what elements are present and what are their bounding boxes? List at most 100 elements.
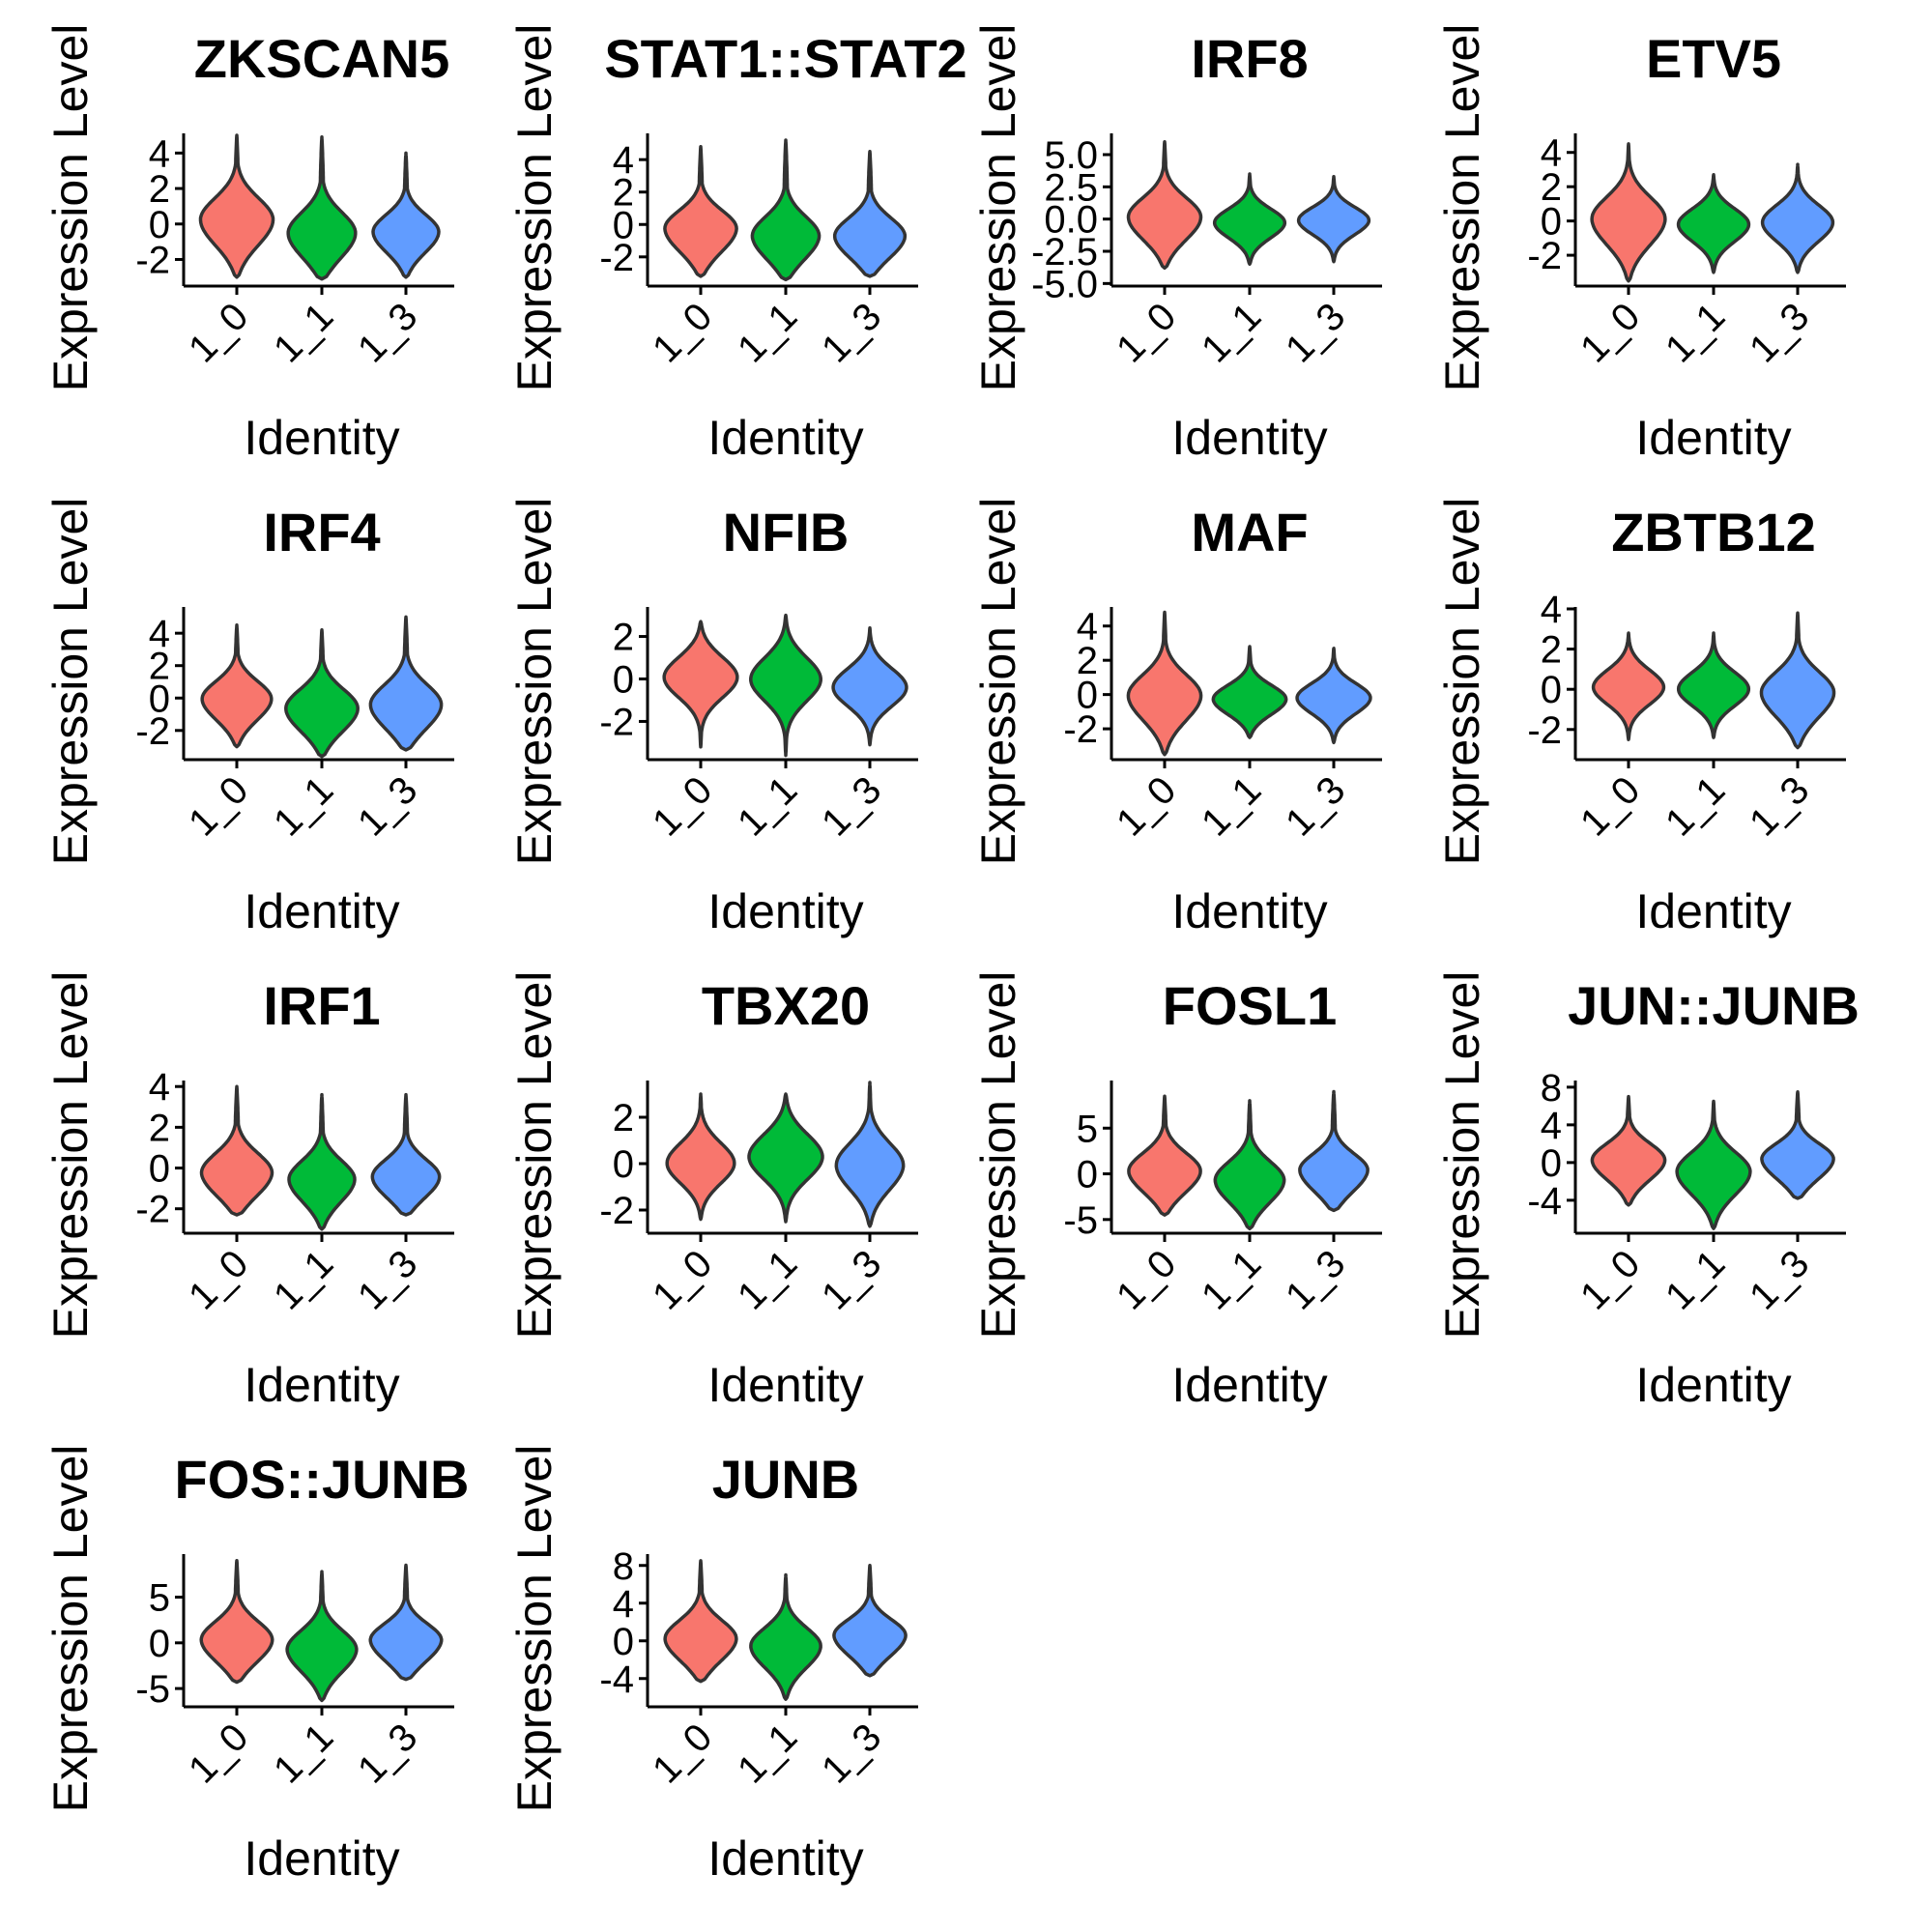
violin-1_0 bbox=[200, 623, 274, 749]
y-tick-label: 0 bbox=[149, 1623, 170, 1665]
x-tick-label: 1_1 bbox=[266, 295, 341, 370]
x-axis-label: Identity bbox=[707, 1831, 863, 1886]
y-tick-label: 0 bbox=[149, 678, 170, 720]
y-tick-label: -2 bbox=[135, 710, 170, 753]
y-tick-label: 4 bbox=[149, 613, 170, 655]
x-tick-label: 1_0 bbox=[645, 295, 720, 370]
violin-panel-etv5: ETV5 Expression Level 420-21_0 1_1 1_3 Identi… bbox=[1435, 24, 1846, 465]
x-tick-label: 1_0 bbox=[645, 1716, 720, 1791]
y-tick-label: -5.0 bbox=[1031, 263, 1098, 305]
panel-title: ZKSCAN5 bbox=[194, 28, 449, 89]
y-tick-label: 0 bbox=[149, 1148, 170, 1191]
y-axis-label: Expression Level bbox=[507, 498, 562, 866]
violin-1_1 bbox=[749, 1572, 822, 1701]
y-tick-label: 4 bbox=[613, 1583, 634, 1626]
y-tick-label: 5.0 bbox=[1044, 134, 1098, 177]
x-tick-label: 1_1 bbox=[1658, 768, 1733, 844]
panel-title: STAT1::STAT2 bbox=[604, 28, 966, 89]
x-axis-label: Identity bbox=[707, 411, 863, 465]
x-tick-label: 1_0 bbox=[1572, 295, 1648, 370]
violin-1_0 bbox=[1127, 1094, 1202, 1217]
x-tick-label: 1_3 bbox=[1278, 768, 1353, 844]
x-tick-label: 1_3 bbox=[814, 1716, 889, 1791]
violin-panel-junb: JUNB Expression Level 840-4 1_0 1_1 1_3 Identi… bbox=[507, 1445, 918, 1886]
y-tick-label: 2 bbox=[613, 172, 634, 215]
y-tick-label: -5 bbox=[135, 1668, 170, 1711]
panel-title: NFIB bbox=[723, 502, 850, 562]
x-tick-label: 1_0 bbox=[181, 768, 256, 844]
violin-1_0 bbox=[1591, 631, 1666, 741]
y-tick-label: -4 bbox=[599, 1658, 634, 1701]
x-tick-label: 1_3 bbox=[350, 295, 425, 370]
violin-1_3 bbox=[1760, 1090, 1835, 1200]
violin-1_1 bbox=[1212, 172, 1287, 267]
x-tick-label: 1_3 bbox=[814, 1242, 889, 1317]
x-tick-label: 1_3 bbox=[1742, 1242, 1817, 1317]
x-tick-label: 1_0 bbox=[1109, 1242, 1184, 1317]
y-tick-label: 0 bbox=[613, 659, 634, 702]
violin-1_0 bbox=[198, 133, 275, 279]
violin-1_3 bbox=[834, 1081, 906, 1228]
panel-title: IRF8 bbox=[1191, 28, 1308, 89]
violin-panel-irf4: IRF4 Expression Level 420-2 1_0 1_1 1_3 Identi… bbox=[43, 498, 454, 938]
x-axis-label: Identity bbox=[1635, 1358, 1791, 1412]
y-tick-label: 0 bbox=[1077, 1154, 1098, 1197]
x-tick-label: 1_0 bbox=[181, 1716, 256, 1791]
violin-1_0 bbox=[663, 1559, 738, 1684]
x-axis-label: Identity bbox=[1635, 884, 1791, 938]
y-tick-label: 4 bbox=[149, 132, 170, 175]
violin-1_1 bbox=[287, 1092, 357, 1231]
panel-title: MAF bbox=[1191, 502, 1308, 562]
x-tick-label: 1_3 bbox=[1742, 295, 1817, 370]
x-tick-label: 1_0 bbox=[645, 768, 720, 844]
y-tick-label: 0 bbox=[1541, 1142, 1562, 1185]
violin-1_3 bbox=[832, 150, 908, 278]
x-tick-label: 1_1 bbox=[1658, 1242, 1733, 1317]
x-tick-label: 1_1 bbox=[1194, 1242, 1269, 1317]
y-tick-label: 0 bbox=[1077, 675, 1098, 717]
violin-1_3 bbox=[1759, 611, 1836, 750]
y-tick-label: 4 bbox=[1541, 589, 1562, 631]
y-axis-label: Expression Level bbox=[971, 24, 1025, 392]
y-tick-label: -2 bbox=[135, 239, 170, 281]
violin-1_1 bbox=[1676, 631, 1751, 739]
violin-1_0 bbox=[199, 1558, 274, 1685]
panel-title: IRF1 bbox=[263, 975, 380, 1036]
x-tick-label: 1_3 bbox=[350, 1242, 425, 1317]
x-tick-label: 1_0 bbox=[181, 295, 256, 370]
violin-panel-zbtb12: ZBTB12 Expression Level 420-21_0 1_1 1_3 Iden… bbox=[1435, 498, 1846, 938]
y-axis-label: Expression Level bbox=[971, 971, 1025, 1340]
y-tick-label: 4 bbox=[149, 1066, 170, 1109]
y-axis-label: Expression Level bbox=[43, 971, 98, 1340]
y-tick-label: 5 bbox=[149, 1577, 170, 1620]
x-axis-label: Identity bbox=[707, 884, 863, 938]
panel-title: JUN::JUNB bbox=[1568, 975, 1860, 1036]
x-tick-label: 1_0 bbox=[1572, 1242, 1648, 1317]
y-tick-label: 2 bbox=[613, 617, 634, 659]
violin-panel-tbx20: TBX20 Expression Level 20-2 1_0 1_1 1_3 Identi… bbox=[507, 971, 918, 1412]
x-tick-label: 1_0 bbox=[181, 1242, 256, 1317]
violin-panel-fosl1: FOSL1 Expression Level 50-5 1_0 1_1 1_3 Identi… bbox=[971, 971, 1382, 1412]
x-tick-label: 1_1 bbox=[1658, 295, 1733, 370]
violin-1_1 bbox=[1211, 645, 1288, 739]
x-tick-label: 1_3 bbox=[814, 768, 889, 844]
y-tick-label: 5 bbox=[1077, 1108, 1098, 1150]
x-tick-label: 1_1 bbox=[1194, 768, 1269, 844]
y-tick-label: 2.5 bbox=[1044, 166, 1098, 209]
y-tick-label: 8 bbox=[613, 1545, 634, 1588]
x-tick-label: 1_1 bbox=[730, 768, 805, 844]
y-axis-label: Expression Level bbox=[971, 498, 1025, 866]
violin-panel-irf1: IRF1 Expression Level 420-2 1_0 1_1 1_3 Identi… bbox=[43, 971, 454, 1412]
violin-1_0 bbox=[1590, 1094, 1667, 1207]
y-tick-label: 0 bbox=[149, 204, 170, 246]
x-axis-label: Identity bbox=[244, 1358, 399, 1412]
violin-1_3 bbox=[371, 151, 441, 279]
violin-1_3 bbox=[1298, 1089, 1370, 1213]
y-tick-label: 4 bbox=[1541, 132, 1562, 175]
violin-1_3 bbox=[368, 1563, 444, 1682]
x-tick-label: 1_1 bbox=[266, 768, 341, 844]
x-axis-label: Identity bbox=[244, 884, 399, 938]
x-tick-label: 1_1 bbox=[730, 295, 805, 370]
x-tick-label: 1_1 bbox=[266, 1242, 341, 1317]
